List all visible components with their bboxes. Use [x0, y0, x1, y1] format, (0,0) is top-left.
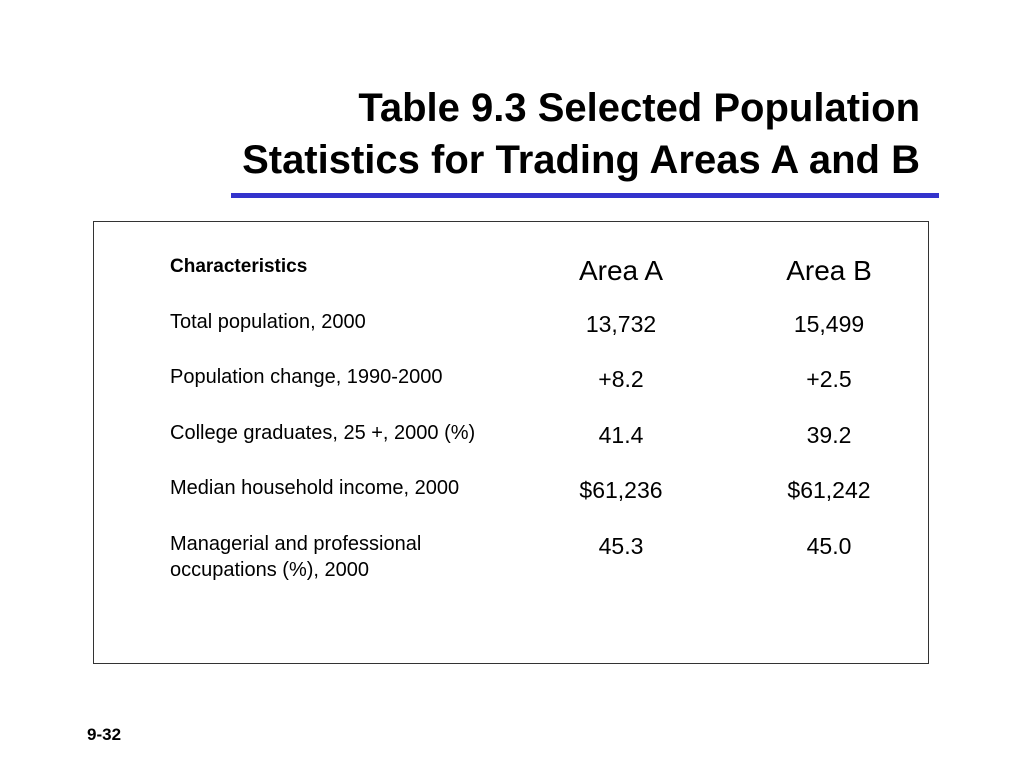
header-area-b: Area B — [786, 255, 872, 286]
row-value-area-a: $61,236 — [579, 477, 663, 503]
row-value-area-a: +8.2 — [598, 366, 644, 392]
slide-title: Table 9.3 Selected Population Statistics… — [60, 82, 920, 186]
row-value-area-b: 15,499 — [793, 311, 865, 337]
statistics-table: Characteristics Area A Area B Total popu… — [93, 221, 929, 664]
row-value-area-b: 39.2 — [806, 422, 852, 448]
slide-page-number: 9-32 — [87, 725, 122, 744]
row-label-college-graduates: College graduates, 25 +, 2000 (%) — [170, 422, 476, 444]
row-value-area-a: 41.4 — [598, 422, 644, 448]
row-value-area-a: 13,732 — [585, 311, 657, 337]
header-characteristics: Characteristics — [170, 256, 308, 277]
header-area-a: Area A — [578, 255, 664, 286]
row-label-managerial-occupations: Managerial and professional occupations … — [170, 533, 422, 581]
slide-title-line-2: Statistics for Trading Areas A and B — [242, 138, 920, 182]
row-label-median-income: Median household income, 2000 — [170, 477, 460, 499]
row-value-area-b: 45.0 — [806, 533, 852, 559]
row-value-area-a: 45.3 — [598, 533, 644, 559]
title-underline-rule — [231, 193, 939, 198]
row-label-total-population: Total population, 2000 — [170, 311, 366, 333]
row-value-area-b: $61,242 — [787, 477, 871, 503]
slide-title-line-1: Table 9.3 Selected Population — [358, 86, 920, 130]
row-value-area-b: +2.5 — [806, 366, 852, 392]
row-label-population-change: Population change, 1990-2000 — [170, 366, 443, 388]
